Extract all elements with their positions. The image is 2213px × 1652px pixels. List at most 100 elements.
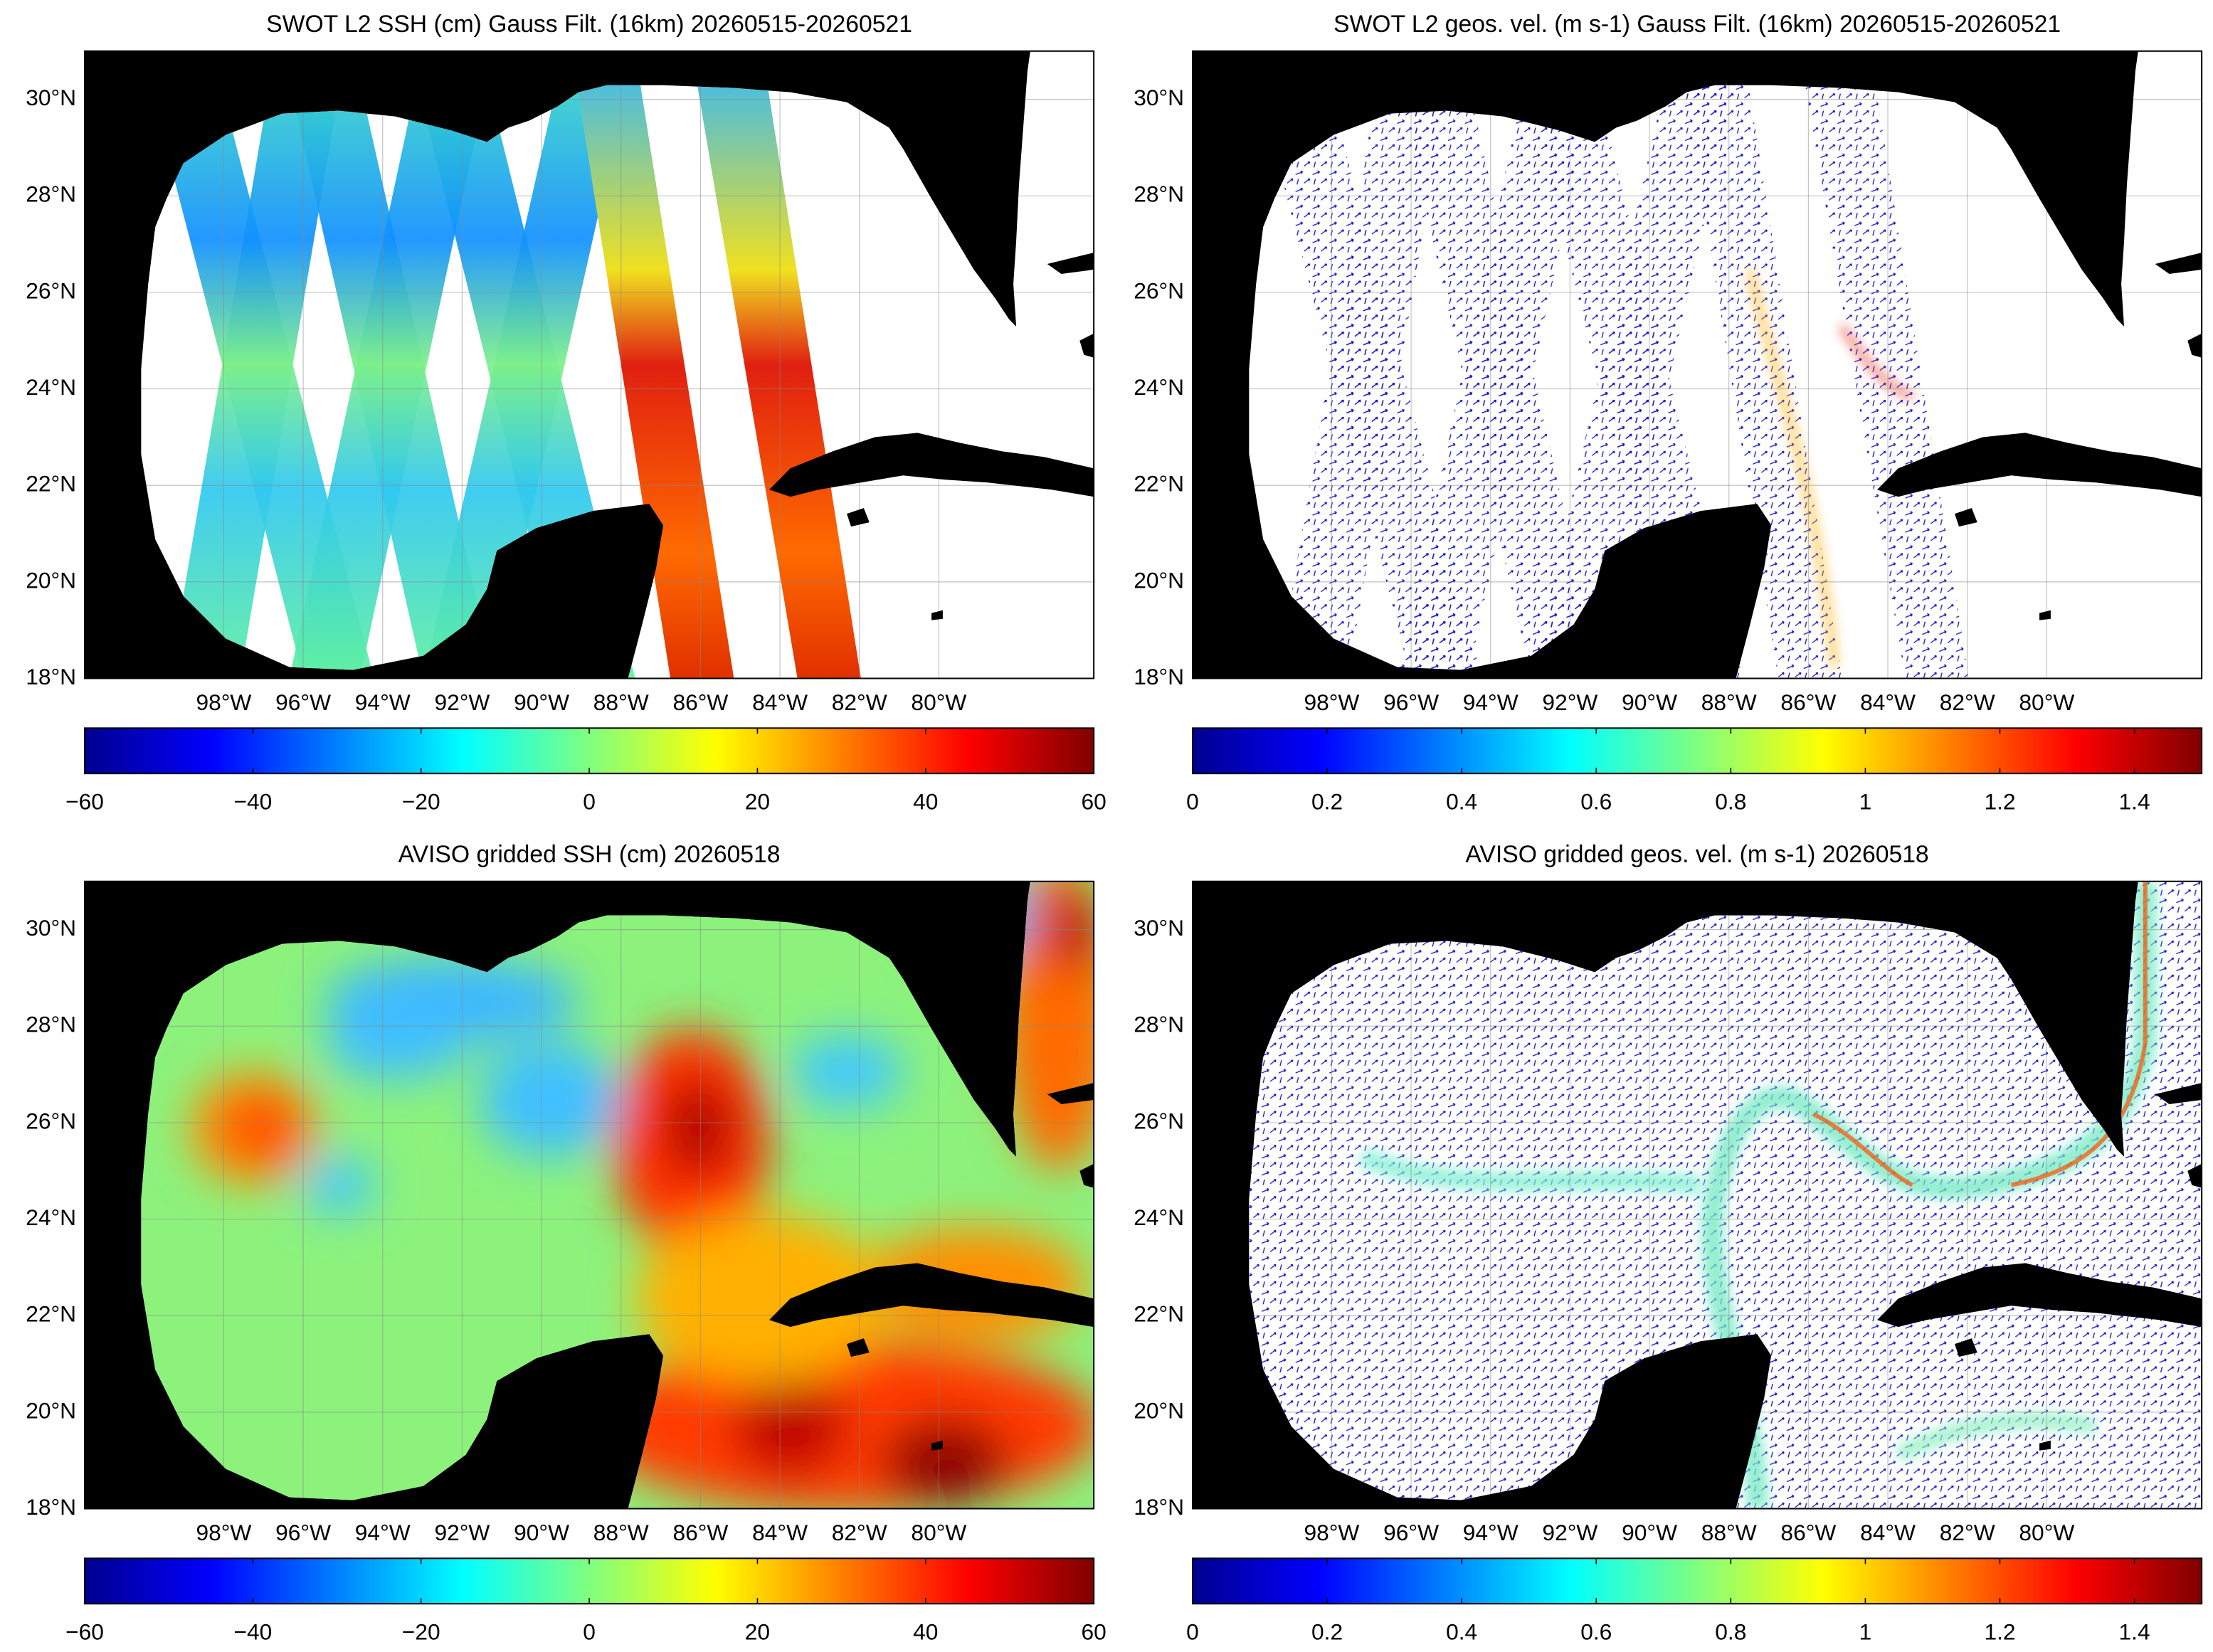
field-blob [480, 1043, 621, 1157]
x-tick-label: 82°W [832, 1520, 887, 1545]
x-tick-label: 84°W [1860, 1520, 1916, 1545]
land [2187, 1163, 2202, 1188]
current [1894, 1412, 2098, 1463]
field-blob [790, 1036, 904, 1107]
swath [1799, 51, 1969, 679]
y-tick-label: 18°N [26, 664, 76, 689]
land [2155, 1083, 2202, 1104]
land [2155, 253, 2202, 275]
y-tick-label: 30°N [1134, 915, 1184, 941]
x-tick-label: 82°W [832, 689, 887, 715]
land [1047, 253, 1094, 275]
x-tick-label: 84°W [752, 689, 808, 715]
current [1358, 1147, 1702, 1195]
x-tick-label: 90°W [1622, 1520, 1677, 1545]
colorbar [1191, 727, 2203, 775]
x-tick-label: 92°W [1542, 689, 1597, 715]
x-tick-label: 98°W [1304, 1520, 1359, 1545]
x-tick-label: 82°W [1940, 1520, 1995, 1545]
land [769, 433, 1094, 497]
y-tick-label: 22°N [1134, 1301, 1184, 1327]
colorbar-tick-label: −60 [65, 788, 104, 814]
y-tick-label: 18°N [26, 1494, 76, 1520]
y-tick-label: 24°N [26, 1204, 76, 1230]
field-blob [734, 1377, 847, 1476]
y-tick-label: 28°N [26, 181, 76, 207]
x-tick-label: 94°W [355, 689, 411, 715]
swath [571, 51, 734, 679]
ocean-layer [1249, 51, 2202, 679]
colorbar-tick-label: 0.8 [1715, 788, 1746, 814]
x-tick-label: 94°W [355, 1520, 411, 1545]
y-tick-label: 26°N [1134, 1108, 1184, 1133]
y-tick-label: 26°N [26, 1108, 76, 1133]
swath [423, 51, 635, 679]
y-tick-label: 20°N [1134, 1397, 1184, 1423]
x-tick-label: 84°W [1860, 689, 1916, 715]
y-tick-label: 18°N [1134, 664, 1184, 689]
x-tick-label: 90°W [514, 1520, 569, 1545]
x-tick-label: 82°W [1940, 689, 1995, 715]
colorbar [84, 727, 1095, 775]
panel: SWOT L2 SSH (cm) Gauss Filt. (16km) 2026… [26, 11, 1106, 815]
colorbar-tick-label: −40 [233, 1619, 272, 1644]
colorbar-tick-label: 20 [745, 788, 770, 814]
land [2039, 610, 2051, 620]
colorbar-tick-label: 40 [913, 1619, 938, 1644]
colorbar-tick-label: 1.4 [2119, 788, 2150, 814]
field-blob [882, 1419, 1010, 1505]
x-tick-label: 96°W [1383, 1520, 1439, 1545]
colorbar-tick-label: 0 [583, 788, 596, 814]
map-frame [84, 880, 1095, 1510]
x-tick-label: 94°W [1463, 1520, 1519, 1545]
land [1079, 333, 1094, 358]
y-tick-label: 18°N [1134, 1494, 1184, 1520]
field-blob [663, 1079, 734, 1178]
panel-title: AVISO gridded geos. vel. (m s-1) 2026051… [1465, 841, 1928, 868]
colorbar-tick-label: 60 [1082, 1619, 1106, 1644]
swath [691, 51, 861, 679]
x-tick-label: 80°W [911, 689, 966, 715]
ocean-layer [141, 881, 1094, 1509]
land [1079, 1163, 1094, 1188]
land [931, 1440, 943, 1451]
y-tick-label: 20°N [26, 1397, 76, 1423]
colorbar-tick-label: 0.4 [1446, 1619, 1477, 1644]
colorbar-tick-label: −60 [65, 1619, 104, 1644]
x-tick-label: 96°W [1383, 689, 1439, 715]
field-blob [635, 1213, 889, 1384]
land [931, 610, 943, 620]
panel-title: AVISO gridded SSH (cm) 20260518 [398, 841, 781, 868]
colorbar-tick-label: 1.2 [1984, 788, 2015, 814]
panel: AVISO gridded geos. vel. (m s-1) 2026051… [1134, 841, 2203, 1645]
x-tick-label: 86°W [1780, 689, 1836, 715]
x-tick-label: 80°W [2019, 689, 2074, 715]
swath [1277, 51, 1454, 679]
y-tick-label: 22°N [26, 471, 76, 497]
map-frame [1191, 880, 2203, 1510]
x-tick-label: 98°W [196, 689, 251, 715]
field-blob [226, 1097, 297, 1160]
land [2187, 333, 2202, 358]
x-tick-label: 90°W [1622, 689, 1677, 715]
x-tick-label: 80°W [2019, 1520, 2074, 1545]
panel: SWOT L2 geos. vel. (m s-1) Gauss Filt. (… [1134, 11, 2203, 815]
x-tick-label: 92°W [1542, 1520, 1597, 1545]
colorbar-tick-label: 1 [1859, 788, 1872, 814]
colorbar-tick-label: 20 [745, 1619, 770, 1644]
land [1047, 1083, 1094, 1104]
map-frame [84, 50, 1095, 679]
land [1876, 433, 2202, 497]
swath [169, 51, 346, 679]
current [1701, 881, 2157, 1509]
land [769, 1263, 1094, 1328]
x-tick-label: 86°W [1780, 1520, 1836, 1545]
y-tick-label: 20°N [26, 567, 76, 593]
field-blob [303, 1156, 374, 1214]
land [847, 1338, 870, 1357]
colorbar-tick-label: 0 [583, 1619, 596, 1644]
colorbar-tick-label: 0.6 [1580, 1619, 1612, 1644]
x-tick-label: 98°W [1304, 689, 1359, 715]
ocean-layer [141, 51, 1094, 679]
